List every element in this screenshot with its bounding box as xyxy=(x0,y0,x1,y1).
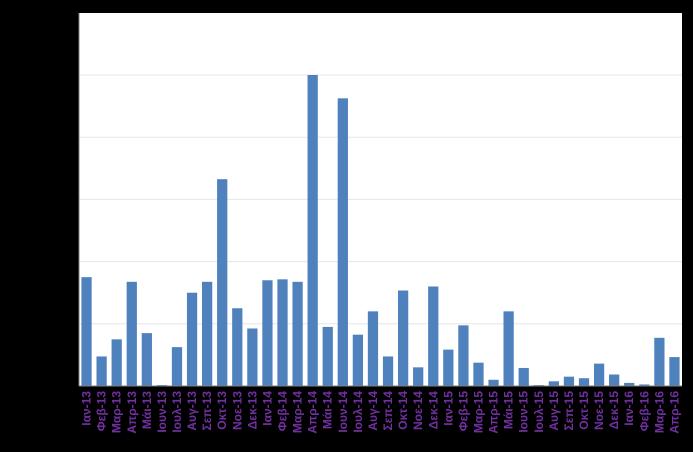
bar xyxy=(639,384,650,386)
bar xyxy=(186,292,198,386)
x-tick-label: Ιουν-13 xyxy=(155,391,169,433)
x-tick-label: Ιαν-16 xyxy=(622,391,636,426)
bar xyxy=(458,325,469,386)
x-tick-label: Μαρ-14 xyxy=(291,391,305,433)
bar xyxy=(518,367,529,386)
x-tick-label: Οκτ-14 xyxy=(396,391,410,430)
x-tick-label: Μαρ-13 xyxy=(110,391,124,433)
x-tick-label: Οκτ-13 xyxy=(215,391,229,430)
x-tick-label: Νοε-14 xyxy=(411,391,425,430)
bar xyxy=(669,357,680,386)
x-tick-label: Δεκ-13 xyxy=(245,391,259,430)
bar xyxy=(443,349,454,386)
bar xyxy=(292,281,303,386)
x-tick-label: Μαρ-15 xyxy=(471,391,485,433)
bar xyxy=(654,337,665,386)
bar xyxy=(428,286,439,386)
bar xyxy=(488,379,499,386)
x-tick-label: Ιαν-14 xyxy=(260,391,274,426)
x-tick-label: Μαρ-16 xyxy=(652,391,666,433)
bar xyxy=(322,326,333,386)
bar xyxy=(141,333,152,386)
bar xyxy=(277,279,288,386)
bar xyxy=(81,277,92,386)
x-tick-label: Φεβ-16 xyxy=(637,391,651,432)
x-tick-label: Ιουν-14 xyxy=(336,391,350,433)
x-tick-label: Αυγ-13 xyxy=(185,391,199,431)
bar xyxy=(202,281,213,386)
bar xyxy=(413,367,424,386)
bar xyxy=(578,378,590,386)
bars xyxy=(81,75,680,387)
x-tick-label: Νοε-13 xyxy=(230,391,244,430)
x-tick-label: Αυγ-15 xyxy=(547,391,561,431)
x-tick-label: Σεπ-13 xyxy=(200,391,214,431)
bar xyxy=(352,334,364,386)
x-tick-label: Δεκ-15 xyxy=(607,391,621,430)
bar xyxy=(232,308,243,386)
x-tick-label: Ιουλ-13 xyxy=(170,391,184,433)
bar xyxy=(473,362,484,386)
x-tick-label: Φεβ-15 xyxy=(456,391,470,432)
x-tick-label: Ιουλ-14 xyxy=(351,391,365,433)
bar xyxy=(382,356,394,386)
bar xyxy=(247,328,258,386)
x-tick-label: Μάι-15 xyxy=(502,391,516,429)
x-tick-label: Απρ-14 xyxy=(306,391,320,434)
x-tick-label: Μάι-13 xyxy=(140,391,154,429)
x-tick-label: Απρ-15 xyxy=(487,391,501,434)
x-tick-label: Ιαν-13 xyxy=(80,391,94,426)
bar xyxy=(217,179,228,386)
x-tick-label: Ιαν-15 xyxy=(441,391,455,426)
x-tick-label: Απρ-13 xyxy=(125,391,139,434)
x-tick-label: Αυγ-14 xyxy=(366,391,380,431)
bar xyxy=(337,98,348,386)
x-tick-label: Οκτ-15 xyxy=(577,391,591,430)
bar xyxy=(307,75,318,386)
x-tick-label: Απρ-16 xyxy=(667,391,681,434)
bar xyxy=(367,311,379,386)
x-tick-labels: Ιαν-13 Φεβ-13 Μαρ-13 Απρ-13 Μάι-13 Ιουν-13 Ιου… xyxy=(80,391,682,434)
x-tick-label: Σεπ-14 xyxy=(381,391,395,431)
x-tick-label: Σεπ-15 xyxy=(562,391,576,431)
bar xyxy=(262,280,273,386)
axes xyxy=(78,13,682,387)
bar xyxy=(609,374,620,386)
x-tick-label: Νοε-15 xyxy=(592,391,606,430)
bar xyxy=(111,339,122,386)
bar xyxy=(624,382,635,386)
bar xyxy=(171,347,183,387)
bar xyxy=(397,290,409,386)
x-tick-label: Φεβ-13 xyxy=(95,391,109,432)
bar xyxy=(593,363,605,386)
x-tick-label: Ιουλ-15 xyxy=(532,391,546,433)
x-tick-label: Ιουν-15 xyxy=(517,391,531,433)
x-tick-label: Δεκ-14 xyxy=(426,391,440,430)
bar xyxy=(503,311,514,386)
x-tick-label: Φεβ-14 xyxy=(276,391,290,432)
bar xyxy=(563,376,575,386)
x-tick-label: Μάι-14 xyxy=(321,391,335,429)
bar xyxy=(126,281,137,386)
bar xyxy=(548,381,559,386)
bar xyxy=(96,356,107,386)
